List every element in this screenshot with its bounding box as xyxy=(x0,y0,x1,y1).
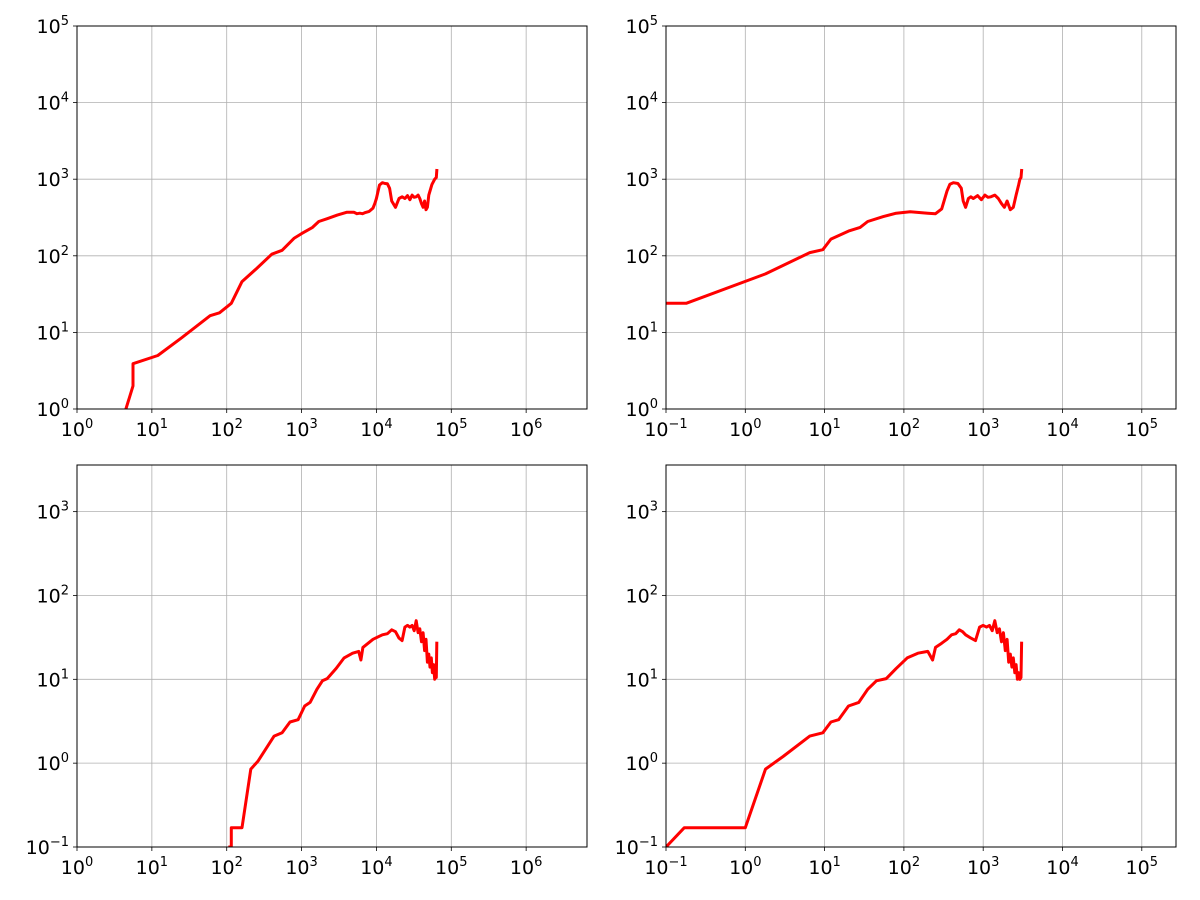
axes-frame xyxy=(665,25,1177,410)
y-tick-label: 104 xyxy=(37,91,69,115)
series-line xyxy=(666,619,1024,847)
x-tick-label: 10−1 xyxy=(644,855,687,879)
series-line xyxy=(228,619,439,847)
x-tick-label: 100 xyxy=(61,417,93,441)
y-tick-label: 100 xyxy=(37,751,69,775)
x-tick-label: 105 xyxy=(435,417,467,441)
y-tick-label: 102 xyxy=(37,244,69,268)
x-tick-label: 105 xyxy=(1126,855,1158,879)
y-tick-label: 10−1 xyxy=(615,835,658,859)
x-tick-label: 106 xyxy=(510,417,542,441)
y-tick-label: 105 xyxy=(626,14,658,38)
axes-frame xyxy=(76,25,588,410)
x-tick-label: 101 xyxy=(808,417,840,441)
x-tick-label: 104 xyxy=(1046,855,1078,879)
x-tick-label: 100 xyxy=(61,855,93,879)
axes-frame xyxy=(665,464,1177,848)
x-tick-label: 101 xyxy=(808,855,840,879)
series-line xyxy=(666,168,1024,305)
y-tick-label: 10−1 xyxy=(26,835,69,859)
y-tick-label: 105 xyxy=(37,14,69,38)
y-tick-label: 102 xyxy=(626,583,658,607)
y-tick-label: 103 xyxy=(37,167,69,191)
series-line xyxy=(124,168,439,409)
y-tick-label: 103 xyxy=(626,500,658,524)
y-tick-label: 101 xyxy=(626,667,658,691)
x-tick-label: 106 xyxy=(510,855,542,879)
x-tick-label: 105 xyxy=(1126,417,1158,441)
x-tick-label: 102 xyxy=(888,855,920,879)
y-tick-label: 101 xyxy=(37,667,69,691)
x-tick-label: 101 xyxy=(136,855,168,879)
x-tick-label: 103 xyxy=(285,855,317,879)
y-tick-label: 103 xyxy=(626,167,658,191)
x-tick-label: 100 xyxy=(729,417,761,441)
x-tick-label: 102 xyxy=(210,855,242,879)
x-tick-label: 102 xyxy=(210,417,242,441)
y-tick-label: 104 xyxy=(626,91,658,115)
y-tick-label: 100 xyxy=(626,397,658,421)
y-tick-label: 100 xyxy=(626,751,658,775)
x-tick-label: 103 xyxy=(967,417,999,441)
y-tick-label: 102 xyxy=(37,583,69,607)
y-tick-label: 101 xyxy=(626,320,658,344)
subplot-bottom-right: 10−1 100 101 102 103 104 105 10−1 100 101 102 103 xyxy=(615,464,1177,879)
x-tick-label: 104 xyxy=(360,417,392,441)
axes-frame xyxy=(76,464,588,848)
x-tick-label: 101 xyxy=(136,417,168,441)
subplot-top-left: 100 101 102 103 104 105 106 100 101 102 103 104 105 xyxy=(37,14,588,441)
x-tick-label: 10−1 xyxy=(644,417,687,441)
y-tick-label: 101 xyxy=(37,320,69,344)
x-tick-label: 100 xyxy=(729,855,761,879)
x-tick-label: 103 xyxy=(967,855,999,879)
y-tick-label: 103 xyxy=(37,500,69,524)
x-tick-label: 104 xyxy=(1046,417,1078,441)
x-tick-label: 103 xyxy=(285,417,317,441)
y-tick-label: 100 xyxy=(37,397,69,421)
y-tick-label: 102 xyxy=(626,244,658,268)
x-tick-label: 104 xyxy=(360,855,392,879)
x-tick-label: 105 xyxy=(435,855,467,879)
x-tick-label: 102 xyxy=(888,417,920,441)
